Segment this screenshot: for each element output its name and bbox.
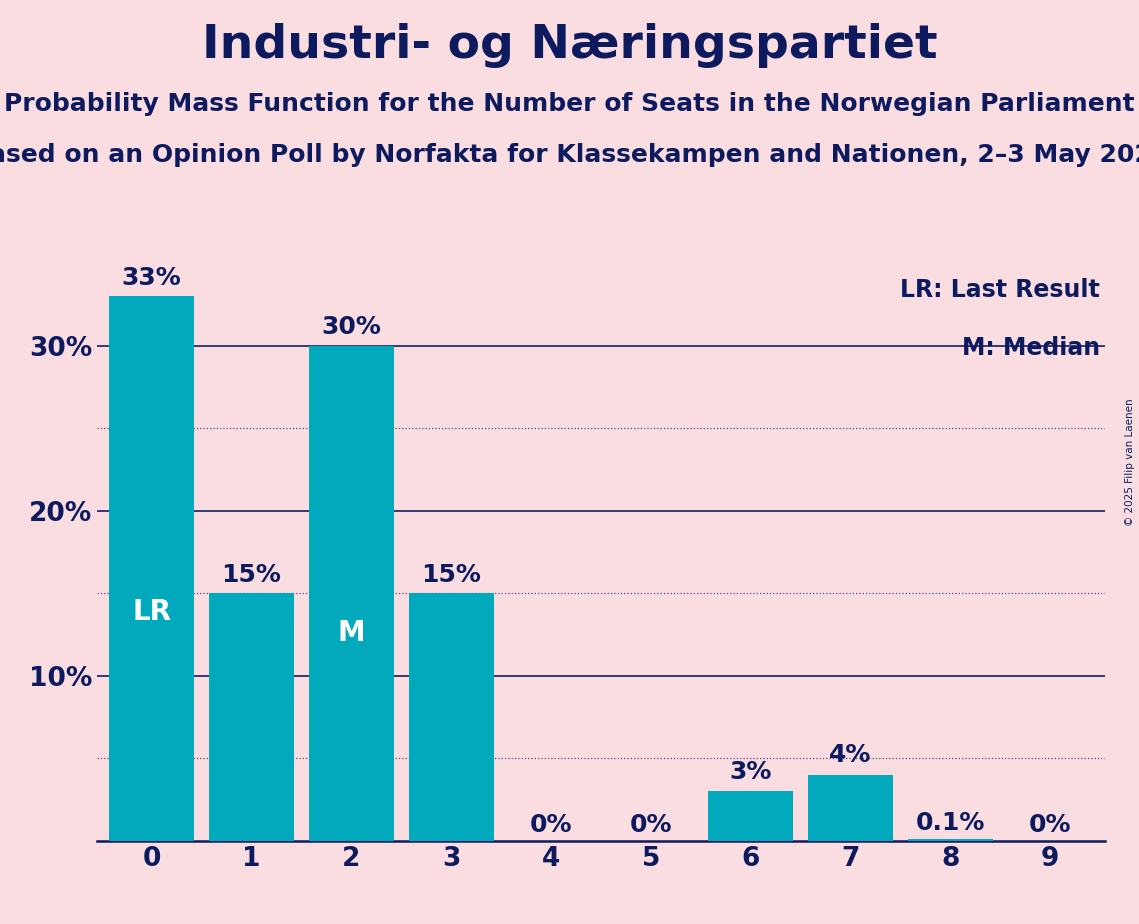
Text: Based on an Opinion Poll by Norfakta for Klassekampen and Nationen, 2–3 May 2023: Based on an Opinion Poll by Norfakta for…	[0, 143, 1139, 167]
Text: © 2025 Filip van Laenen: © 2025 Filip van Laenen	[1125, 398, 1134, 526]
Text: 30%: 30%	[321, 315, 382, 339]
Text: 15%: 15%	[421, 563, 481, 587]
Bar	[708, 791, 793, 841]
Bar	[409, 593, 493, 841]
Text: 0%: 0%	[630, 813, 672, 837]
Bar	[908, 839, 992, 841]
Text: LR: LR	[132, 598, 171, 626]
Text: 0.1%: 0.1%	[916, 811, 985, 835]
Text: 0%: 0%	[530, 813, 572, 837]
Text: 3%: 3%	[729, 760, 772, 784]
Text: 15%: 15%	[222, 563, 281, 587]
Text: 33%: 33%	[122, 266, 181, 290]
Bar	[210, 593, 294, 841]
Text: 0%: 0%	[1029, 813, 1071, 837]
Text: LR: Last Result: LR: Last Result	[900, 278, 1100, 302]
Bar	[109, 297, 194, 841]
Text: Probability Mass Function for the Number of Seats in the Norwegian Parliament: Probability Mass Function for the Number…	[5, 92, 1134, 116]
Text: Industri- og Næringspartiet: Industri- og Næringspartiet	[202, 23, 937, 68]
Text: M: M	[337, 619, 366, 647]
Bar	[808, 775, 893, 841]
Text: 4%: 4%	[829, 744, 871, 768]
Text: M: Median: M: Median	[961, 335, 1100, 359]
Bar	[309, 346, 394, 841]
